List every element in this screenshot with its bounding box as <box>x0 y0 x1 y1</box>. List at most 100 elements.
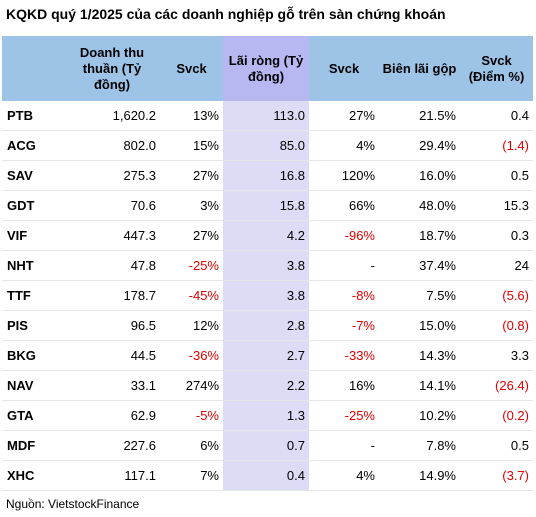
cell-profit_yoy: 16% <box>309 370 379 401</box>
cell-gross_margin: 14.3% <box>379 340 460 371</box>
cell-gross_margin: 10.2% <box>379 400 460 431</box>
header-row: Doanh thu thuần (Tỷ đồng) Svck Lãi ròng (T… <box>2 36 533 101</box>
cell-gross_margin: 48.0% <box>379 190 460 221</box>
table-row: XHC 117.1 7% 0.4 4% 14.9% (3.7) <box>2 460 533 491</box>
cell-gross_margin: 14.1% <box>379 370 460 401</box>
column-header-revenue_yoy: Svck <box>160 36 223 101</box>
cell-gross_margin: 7.5% <box>379 280 460 311</box>
ticker-cell: ACG <box>2 130 64 161</box>
cell-margin_yoy: (26.4) <box>460 370 533 401</box>
ticker-cell: XHC <box>2 460 64 491</box>
column-header-gross_margin: Biên lãi gộp <box>379 36 460 101</box>
cell-revenue: 802.0 <box>64 130 160 161</box>
cell-revenue_yoy: 15% <box>160 130 223 161</box>
column-header-ticker <box>2 36 64 101</box>
table-row: BKG 44.5 -36% 2.7 -33% 14.3% 3.3 <box>2 340 533 371</box>
table-row: SAV 275.3 27% 16.8 120% 16.0% 0.5 <box>2 160 533 191</box>
cell-revenue_yoy: 274% <box>160 370 223 401</box>
cell-revenue: 96.5 <box>64 310 160 341</box>
table-row: ACG 802.0 15% 85.0 4% 29.4% (1.4) <box>2 130 533 161</box>
cell-revenue: 62.9 <box>64 400 160 431</box>
table-title: KQKD quý 1/2025 của các doanh nghiệp gỗ … <box>6 6 446 22</box>
cell-profit_yoy: -33% <box>309 340 379 371</box>
cell-net_profit: 15.8 <box>223 190 309 221</box>
cell-gross_margin: 21.5% <box>379 101 460 131</box>
ticker-cell: PTB <box>2 101 64 131</box>
cell-margin_yoy: (5.6) <box>460 280 533 311</box>
cell-profit_yoy: -25% <box>309 400 379 431</box>
cell-gross_margin: 16.0% <box>379 160 460 191</box>
cell-revenue: 44.5 <box>64 340 160 371</box>
ticker-cell: PIS <box>2 310 64 341</box>
cell-profit_yoy: 66% <box>309 190 379 221</box>
cell-revenue_yoy: 7% <box>160 460 223 491</box>
ticker-cell: BKG <box>2 340 64 371</box>
cell-revenue_yoy: -45% <box>160 280 223 311</box>
column-header-revenue: Doanh thu thuần (Tỷ đồng) <box>64 36 160 101</box>
cell-margin_yoy: (1.4) <box>460 130 533 161</box>
cell-margin_yoy: 0.3 <box>460 220 533 251</box>
cell-margin_yoy: (0.8) <box>460 310 533 341</box>
table-row: NHT 47.8 -25% 3.8-37.4% 24 <box>2 250 533 281</box>
cell-net_profit: 2.8 <box>223 310 309 341</box>
cell-revenue: 47.8 <box>64 250 160 281</box>
cell-revenue: 447.3 <box>64 220 160 251</box>
ticker-cell: TTF <box>2 280 64 311</box>
cell-profit_yoy: - <box>309 430 379 461</box>
cell-net_profit: 0.4 <box>223 460 309 491</box>
ticker-cell: NHT <box>2 250 64 281</box>
cell-revenue_yoy: 13% <box>160 101 223 131</box>
cell-profit_yoy: -7% <box>309 310 379 341</box>
cell-revenue_yoy: 27% <box>160 220 223 251</box>
cell-net_profit: 1.3 <box>223 400 309 431</box>
table-row: TTF 178.7 -45% 3.8 -8% 7.5% (5.6) <box>2 280 533 311</box>
cell-profit_yoy: -8% <box>309 280 379 311</box>
cell-net_profit: 85.0 <box>223 130 309 161</box>
table-body: PTB 1,620.2 13% 113.0 27% 21.5% 0.4 ACG 802.0 15%… <box>2 101 533 491</box>
ticker-cell: GDT <box>2 190 64 221</box>
cell-margin_yoy: 24 <box>460 250 533 281</box>
column-header-profit_yoy: Svck <box>309 36 379 101</box>
table-row: MDF 227.6 6% 0.7-7.8% 0.5 <box>2 430 533 461</box>
cell-net_profit: 0.7 <box>223 430 309 461</box>
cell-gross_margin: 29.4% <box>379 130 460 161</box>
cell-revenue_yoy: 3% <box>160 190 223 221</box>
cell-revenue_yoy: -36% <box>160 340 223 371</box>
cell-gross_margin: 14.9% <box>379 460 460 491</box>
cell-net_profit: 113.0 <box>223 101 309 131</box>
cell-revenue: 1,620.2 <box>64 101 160 131</box>
source-note: Nguồn: VietstockFinance <box>6 497 140 511</box>
cell-revenue: 117.1 <box>64 460 160 491</box>
cell-profit_yoy: -96% <box>309 220 379 251</box>
table-row: PIS 96.5 12% 2.8 -7% 15.0% (0.8) <box>2 310 533 341</box>
cell-revenue_yoy: 6% <box>160 430 223 461</box>
ticker-cell: MDF <box>2 430 64 461</box>
cell-gross_margin: 18.7% <box>379 220 460 251</box>
cell-revenue_yoy: 12% <box>160 310 223 341</box>
cell-profit_yoy: - <box>309 250 379 281</box>
cell-margin_yoy: (3.7) <box>460 460 533 491</box>
cell-profit_yoy: 120% <box>309 160 379 191</box>
cell-revenue_yoy: -5% <box>160 400 223 431</box>
cell-revenue: 275.3 <box>64 160 160 191</box>
cell-net_profit: 16.8 <box>223 160 309 191</box>
cell-gross_margin: 15.0% <box>379 310 460 341</box>
cell-profit_yoy: 4% <box>309 130 379 161</box>
cell-margin_yoy: (0.2) <box>460 400 533 431</box>
financial-results-table: Doanh thu thuần (Tỷ đồng) Svck Lãi ròng (T… <box>2 36 533 491</box>
table-row: VIF 447.3 27% 4.2 -96% 18.7% 0.3 <box>2 220 533 251</box>
table-row: PTB 1,620.2 13% 113.0 27% 21.5% 0.4 <box>2 101 533 131</box>
ticker-cell: VIF <box>2 220 64 251</box>
cell-revenue: 178.7 <box>64 280 160 311</box>
ticker-cell: NAV <box>2 370 64 401</box>
cell-net_profit: 2.7 <box>223 340 309 371</box>
cell-net_profit: 3.8 <box>223 250 309 281</box>
cell-profit_yoy: 27% <box>309 101 379 131</box>
cell-gross_margin: 37.4% <box>379 250 460 281</box>
cell-gross_margin: 7.8% <box>379 430 460 461</box>
column-header-net_profit: Lãi ròng (Tỷ đồng) <box>223 36 309 101</box>
cell-revenue_yoy: -25% <box>160 250 223 281</box>
cell-margin_yoy: 3.3 <box>460 340 533 371</box>
cell-revenue: 33.1 <box>64 370 160 401</box>
table-row: GDT 70.6 3% 15.8 66% 48.0% 15.3 <box>2 190 533 221</box>
